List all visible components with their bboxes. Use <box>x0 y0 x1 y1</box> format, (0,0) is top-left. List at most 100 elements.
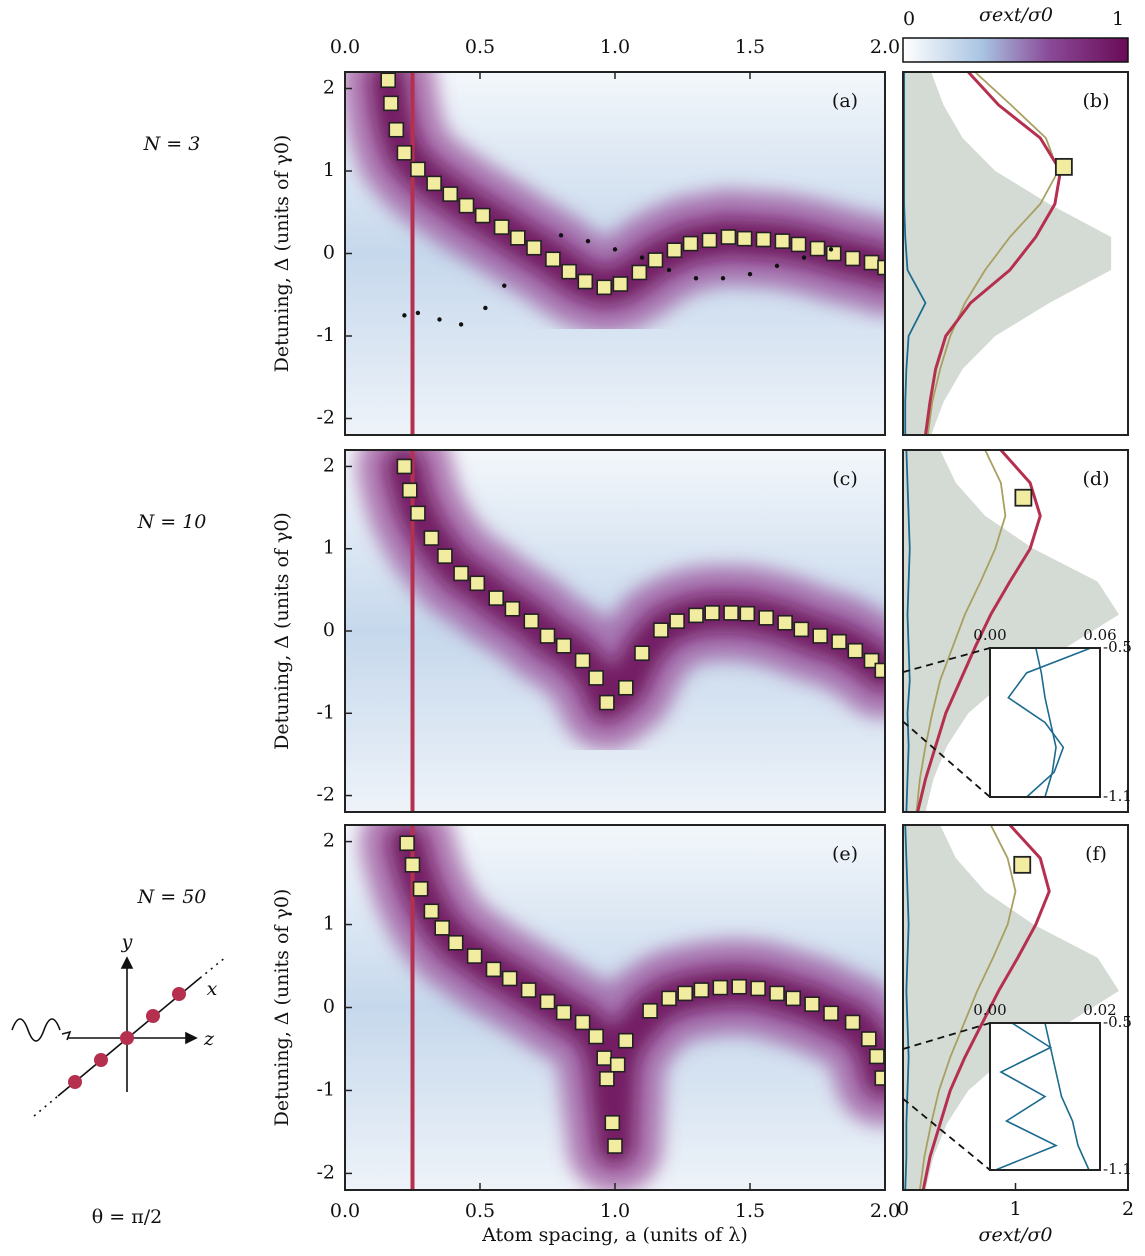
inset-tick-label: 0.02 <box>1083 1001 1116 1019</box>
colorbar <box>902 37 1129 63</box>
row-label: N = 3 <box>143 133 201 155</box>
heatmap <box>345 825 885 1190</box>
square-marker <box>588 1028 604 1045</box>
panel-label: (c) <box>832 468 857 490</box>
y-axis-label: Detuning, Δ (units of γ0) <box>271 512 293 750</box>
square-marker <box>642 1003 658 1019</box>
curve <box>904 825 910 1190</box>
square-marker <box>693 982 710 998</box>
dot-marker <box>585 238 591 244</box>
square-marker <box>555 1004 572 1021</box>
y-tick-label: 1 <box>323 159 335 181</box>
y-tick-label: -1 <box>316 1078 335 1100</box>
area <box>903 450 1119 812</box>
square-marker <box>526 239 542 256</box>
arrow-head <box>120 956 134 969</box>
square-marker <box>388 121 405 138</box>
y-tick-label: -2 <box>316 1161 335 1183</box>
curve <box>924 72 1062 435</box>
curve <box>926 72 1060 435</box>
panel-label: (b) <box>1083 90 1110 112</box>
wave-arrow <box>61 1030 72 1041</box>
square-marker <box>731 978 748 995</box>
square-marker <box>874 1070 885 1086</box>
y-tick-label: 0 <box>323 242 335 264</box>
x-tick-label: 1.0 <box>600 1200 630 1222</box>
y-axis-label: Detuning, Δ (units of γ0) <box>271 135 293 373</box>
panel-label: (a) <box>832 90 858 112</box>
zoom-connector <box>902 1098 991 1171</box>
y-tick-label: -2 <box>316 407 335 429</box>
square-marker <box>682 235 699 252</box>
y-tick-label: 2 <box>323 454 335 476</box>
square-marker <box>790 236 807 253</box>
row-label: N = 10 <box>137 511 207 533</box>
square-marker <box>774 233 791 249</box>
square-marker <box>785 990 802 1007</box>
dot-marker <box>720 276 726 281</box>
square-marker <box>869 1048 885 1065</box>
axis-label: y <box>121 931 133 953</box>
square-marker <box>874 662 885 679</box>
atom <box>146 1009 160 1023</box>
y-tick-label: 0 <box>323 619 335 641</box>
square-marker <box>1013 855 1032 874</box>
square-marker <box>466 948 483 964</box>
square-marker <box>750 980 766 997</box>
x-tick-label: 1 <box>1009 1198 1021 1220</box>
dot-marker <box>747 271 753 277</box>
square-marker <box>474 207 491 224</box>
square-marker <box>488 590 505 606</box>
dot-marker <box>415 310 421 316</box>
square-marker <box>453 565 469 582</box>
square-marker <box>617 679 634 696</box>
square-marker <box>596 1050 613 1066</box>
y-tick-label: -1 <box>316 701 335 723</box>
axis-label: z <box>203 1028 215 1050</box>
line-plot <box>903 450 1119 812</box>
square-marker <box>769 985 785 1002</box>
inset-tick-label: -1.1 <box>1103 787 1132 805</box>
dot-marker <box>612 247 618 252</box>
area <box>903 72 1112 435</box>
square-marker <box>485 961 502 978</box>
heatmap <box>345 72 885 435</box>
chain-dots <box>199 956 227 979</box>
inset-tick-label: 0.06 <box>1083 626 1116 644</box>
square-marker <box>555 638 572 654</box>
square-marker <box>596 279 613 296</box>
inset-tick-label: 0.00 <box>973 1001 1006 1019</box>
y-tick-label: 2 <box>323 830 335 852</box>
colorbar-tick-label: 1 <box>1112 8 1124 30</box>
square-marker <box>688 607 704 624</box>
chain-dots <box>33 1095 59 1117</box>
colorbar-label: σext/σ0 <box>979 4 1053 26</box>
inset-frame <box>989 1022 1101 1171</box>
colorbar-tick-label: 0 <box>903 8 915 30</box>
square-marker <box>410 505 426 522</box>
square-marker <box>423 530 440 546</box>
x-tick-label: 1.0 <box>600 36 630 58</box>
square-marker <box>860 1031 877 1047</box>
dot-marker <box>774 263 780 269</box>
square-marker <box>631 264 648 281</box>
heatmap <box>345 450 885 812</box>
y-tick-label: -2 <box>316 784 335 806</box>
square-marker <box>609 1056 626 1073</box>
square-marker <box>704 605 721 621</box>
square-marker <box>739 605 756 622</box>
row-label: N = 50 <box>137 886 207 908</box>
x-tick-label: 0.5 <box>465 1200 495 1222</box>
square-marker <box>712 979 729 996</box>
square-marker <box>677 985 694 1002</box>
square-marker <box>577 273 594 290</box>
x-tick-label: 0.0 <box>330 1200 360 1222</box>
curve <box>915 450 1007 812</box>
zoom-connector <box>902 1022 991 1050</box>
atom <box>94 1053 108 1067</box>
square-marker <box>823 1005 839 1022</box>
x-tick-label: 0.5 <box>465 36 495 58</box>
square-marker <box>383 95 399 112</box>
square-marker <box>812 628 829 644</box>
x-tick-label: 2.0 <box>870 36 900 58</box>
